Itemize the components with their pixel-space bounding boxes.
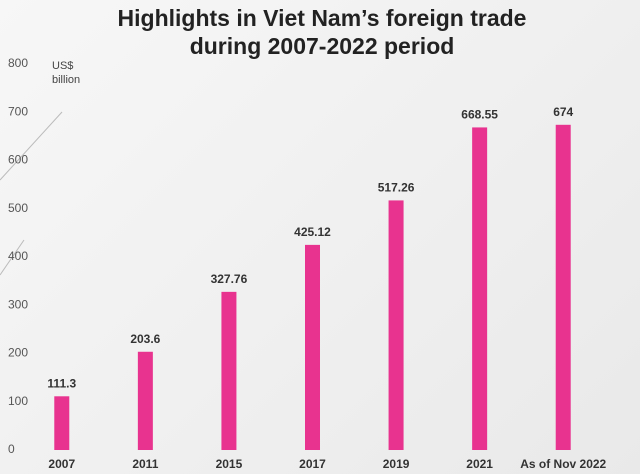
data-label: 425.12 [294,225,331,239]
y-tick-label: 300 [8,297,28,311]
data-label: 674 [553,105,573,119]
chart-title: Highlights in Viet Nam’s foreign trade [118,5,527,31]
data-label: 327.76 [211,272,248,286]
bar [221,291,237,450]
bar [472,127,488,450]
decoration [0,239,25,276]
x-tick-label: 2007 [48,457,75,471]
bar [555,124,571,451]
decoration [0,111,63,181]
x-tick-label: As of Nov 2022 [520,457,606,471]
chart-title: during 2007-2022 period [190,33,455,59]
y-tick-label: 200 [8,346,28,360]
y-tick-label: 600 [8,153,28,167]
x-tick-label: 2017 [299,457,326,471]
y-tick-label: 400 [8,249,28,263]
y-tick-label: 100 [8,394,28,408]
bar [305,244,320,450]
data-label: 203.6 [130,332,160,346]
x-tick-label: 2021 [466,457,493,471]
bar [137,351,153,450]
y-tick-label: 0 [8,442,15,456]
y-tick-label: 700 [8,104,28,118]
x-tick-label: 2011 [132,457,158,471]
data-label: 111.3 [47,376,76,390]
y-axis-label: billion [52,74,80,86]
data-label: 668.55 [461,108,498,122]
y-tick-label: 500 [8,201,28,215]
data-label: 517.26 [378,181,415,195]
bar [54,396,70,450]
bar [388,200,404,450]
y-axis-label: US$ [52,60,73,72]
y-tick-label: 800 [8,56,28,70]
x-tick-label: 2019 [383,457,410,471]
x-tick-label: 2015 [216,457,243,471]
